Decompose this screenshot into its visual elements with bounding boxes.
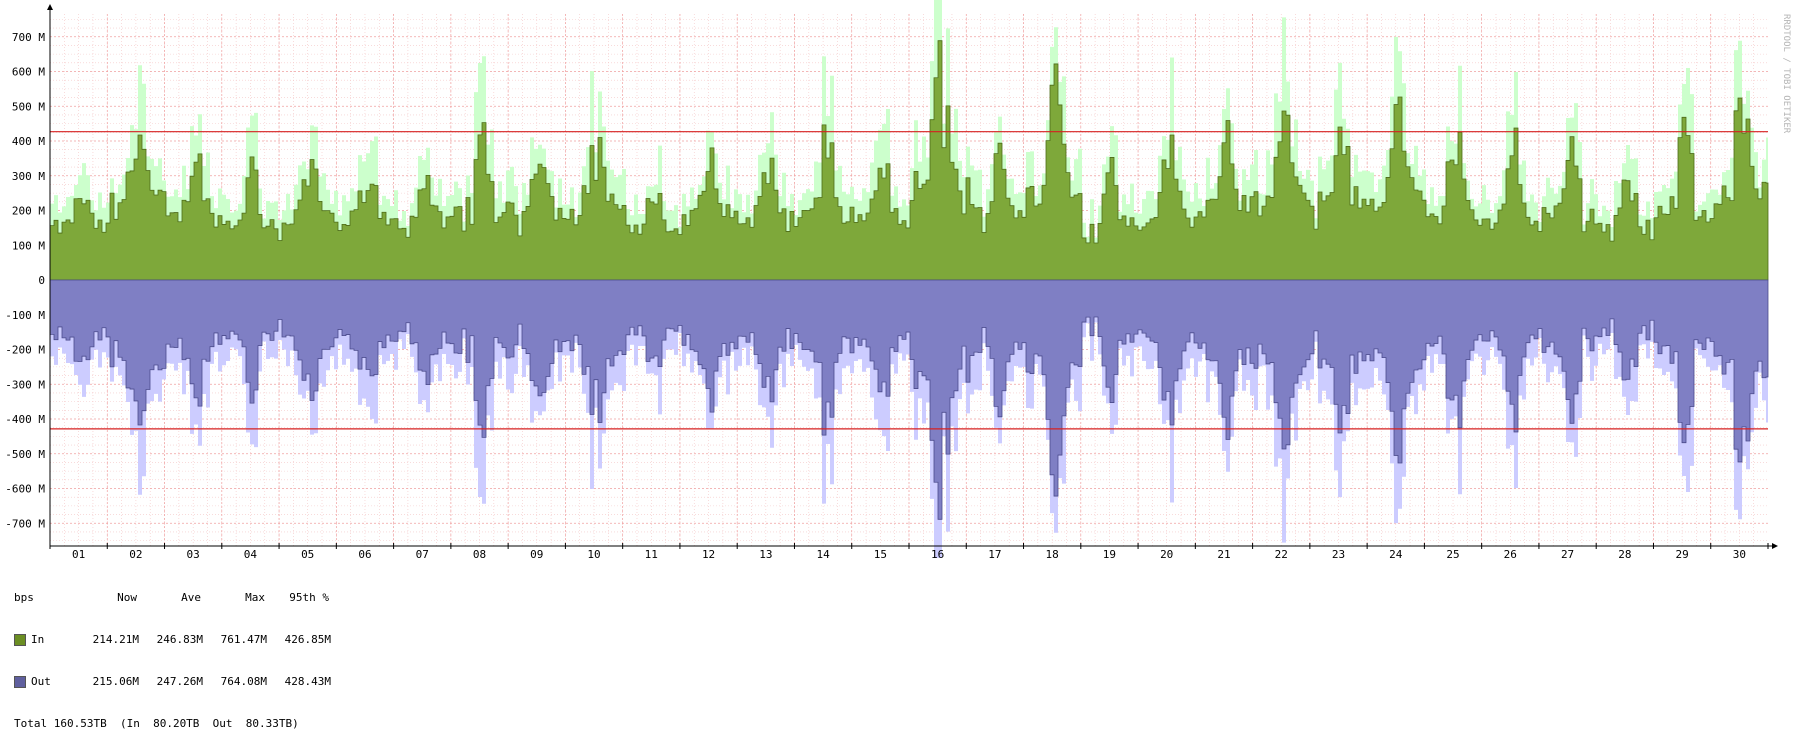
x-tick-label: 14: [816, 548, 830, 558]
x-tick-label: 08: [473, 548, 486, 558]
legend-series-name: Out: [31, 675, 51, 688]
x-tick-label: 20: [1160, 548, 1173, 558]
legend: bps Now Ave Max 95th % In 214.21M 246.83…: [14, 563, 331, 745]
x-tick-label: 22: [1275, 548, 1288, 558]
x-tick-label: 25: [1446, 548, 1459, 558]
x-axis-ticks: 01 02 03 04 05 06 07 08 09 10 11 12 13 14 15 16 17 18 19 20…: [72, 548, 1746, 558]
percentile-lines: [50, 131, 1768, 430]
legend-col-now: Now: [117, 591, 137, 604]
x-tick-label: 26: [1504, 548, 1517, 558]
x-tick-label: 23: [1332, 548, 1345, 558]
y-tick-label: 100 M: [12, 239, 45, 252]
x-tick-label: 21: [1217, 548, 1230, 558]
y-tick-label: 0: [38, 274, 45, 287]
x-tick-label: 30: [1733, 548, 1746, 558]
x-tick-label: 11: [645, 548, 658, 558]
legend-total-text: Total 160.53TB (In 80.20TB Out 80.33TB): [14, 717, 299, 730]
x-tick-label: 06: [358, 548, 371, 558]
x-tick-label: 17: [988, 548, 1001, 558]
legend-col-max: Max: [245, 591, 265, 604]
out-average-area: [49, 279, 1769, 520]
x-tick-label: 01: [72, 548, 85, 558]
y-tick-label: 700 M: [12, 31, 45, 44]
legend-value-p95: 428.43M: [284, 675, 331, 688]
y-tick-label: -500 M: [5, 448, 45, 461]
legend-row-out: Out 215.06M 247.26M 764.08M 428.43M: [14, 675, 331, 689]
legend-value-p95: 426.85M: [284, 633, 331, 646]
x-tick-label: 27: [1561, 548, 1574, 558]
y-tick-label: 400 M: [12, 135, 45, 148]
legend-value-ave: 247.26M: [156, 675, 203, 688]
x-tick-label: 10: [587, 548, 600, 558]
legend-value-max: 761.47M: [220, 633, 267, 646]
y-tick-label: -700 M: [5, 517, 45, 530]
x-axis-arrow: [1772, 543, 1778, 549]
legend-value-max: 764.08M: [220, 675, 267, 688]
legend-value-ave: 246.83M: [156, 633, 203, 646]
y-tick-label: 300 M: [12, 170, 45, 183]
y-tick-label: -300 M: [5, 378, 45, 391]
y-tick-label: 500 M: [12, 100, 45, 113]
legend-row-in: In 214.21M 246.83M 761.47M 426.85M: [14, 633, 331, 647]
x-tick-label: 19: [1103, 548, 1116, 558]
y-tick-label: 200 M: [12, 205, 45, 218]
watermark: RRDTOOL / TOBI OETIKER: [1781, 14, 1791, 134]
x-tick-label: 16: [931, 548, 944, 558]
legend-value-now: 215.06M: [92, 675, 139, 688]
y-tick-label: -400 M: [5, 413, 45, 426]
legend-value-now: 214.21M: [92, 633, 139, 646]
x-tick-label: 24: [1389, 548, 1403, 558]
legend-swatch-in: [14, 634, 26, 646]
y-tick-label: -100 M: [5, 309, 45, 322]
y-tick-label: -600 M: [5, 483, 45, 496]
y-axis-ticks: 700 M 600 M 500 M 400 M 300 M 200 M 100 M 0 -100…: [5, 31, 45, 531]
legend-total: Total 160.53TB (In 80.20TB Out 80.33TB): [14, 717, 331, 731]
x-tick-label: 18: [1046, 548, 1059, 558]
y-tick-label: 600 M: [12, 66, 45, 79]
legend-series-name: In: [31, 633, 45, 646]
x-tick-label: 03: [187, 548, 200, 558]
in-average-area: [49, 40, 1769, 281]
x-tick-label: 12: [702, 548, 715, 558]
x-tick-label: 04: [244, 548, 258, 558]
axes: [47, 4, 1778, 549]
x-tick-label: 02: [129, 548, 142, 558]
x-tick-label: 15: [874, 548, 887, 558]
y-tick-label: -200 M: [5, 344, 45, 357]
legend-col-ave: Ave: [181, 591, 201, 604]
x-tick-label: 09: [530, 548, 543, 558]
legend-header: bps Now Ave Max 95th %: [14, 591, 331, 605]
legend-col-p95: 95th %: [289, 591, 329, 604]
x-tick-label: 05: [301, 548, 314, 558]
y-axis-arrow: [47, 4, 53, 10]
x-tick-label: 29: [1675, 548, 1688, 558]
series-areas: [49, 0, 1769, 558]
x-tick-label: 07: [416, 548, 429, 558]
x-tick-label: 13: [759, 548, 772, 558]
traffic-chart: 700 M 600 M 500 M 400 M 300 M 200 M 100 M 0 -100…: [5, 0, 1791, 558]
legend-swatch-out: [14, 676, 26, 688]
legend-unit: bps: [14, 591, 34, 604]
x-tick-label: 28: [1618, 548, 1631, 558]
